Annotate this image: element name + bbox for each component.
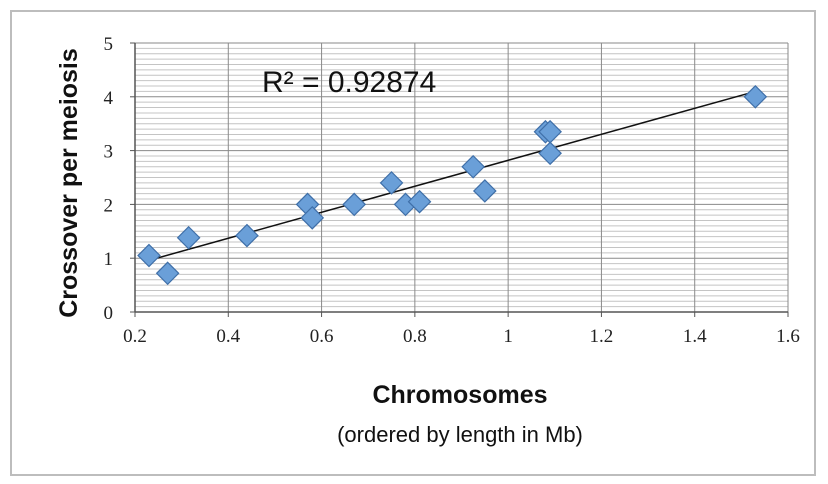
x-tick-label: 1.4 [683, 326, 707, 347]
gridlines [135, 42, 789, 312]
data-point [379, 171, 404, 195]
tick-labels: 0.2 0.4 0.6 0.8 1 1.2 1.4 1.6 0 1 2 3 4 5 [104, 34, 800, 347]
data-point [176, 225, 201, 250]
data-point [137, 243, 161, 268]
chart-frame [10, 10, 816, 476]
data-point [407, 189, 432, 214]
r-squared-annotation: R² = 0.92874 [262, 66, 436, 99]
data-point [155, 261, 180, 286]
y-tick-label: 0 [104, 303, 114, 324]
y-tick-label: 4 [104, 88, 114, 109]
x-axis-subtitle: (ordered by length in Mb) [337, 422, 583, 447]
y-tick-label: 3 [104, 142, 114, 163]
x-tick-label: 0.6 [310, 326, 334, 347]
x-tick-label: 1.6 [776, 326, 800, 347]
data-point [300, 206, 325, 230]
x-tick-label: 0.2 [123, 326, 147, 347]
x-tick-label: 1.2 [590, 326, 614, 347]
data-points [137, 84, 768, 286]
x-tick-label: 0.8 [403, 326, 427, 347]
y-tick-label: 1 [104, 249, 114, 270]
data-point [743, 84, 768, 109]
y-tick-label: 5 [104, 34, 114, 55]
y-axis-title: Crossover per meiosis [55, 48, 83, 318]
data-point [472, 179, 497, 203]
axes [130, 42, 789, 317]
x-tick-label: 0.4 [216, 326, 240, 347]
y-tick-label: 2 [104, 195, 114, 216]
data-point [538, 141, 562, 166]
data-point [461, 154, 486, 179]
x-tick-label: 1 [503, 326, 513, 347]
data-point [342, 192, 367, 217]
data-point [235, 223, 259, 248]
x-axis-title: Chromosomes [372, 381, 547, 409]
